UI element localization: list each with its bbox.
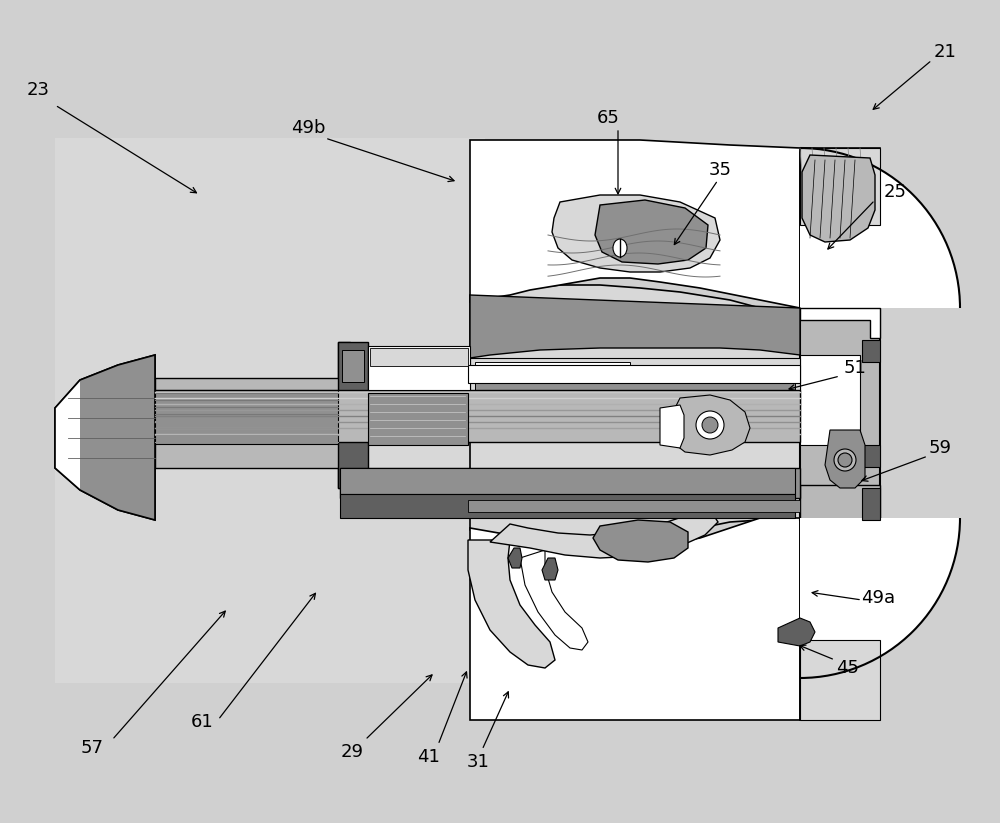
- Polygon shape: [825, 430, 865, 488]
- Text: 57: 57: [80, 739, 104, 757]
- Bar: [340, 468, 795, 494]
- Polygon shape: [55, 355, 155, 520]
- Bar: [155, 390, 338, 444]
- Polygon shape: [552, 195, 720, 272]
- Polygon shape: [668, 395, 750, 455]
- Text: 35: 35: [708, 161, 732, 179]
- Polygon shape: [660, 405, 684, 448]
- Text: 21: 21: [934, 43, 956, 61]
- Bar: [475, 362, 630, 380]
- Polygon shape: [542, 558, 558, 580]
- Text: 41: 41: [417, 748, 439, 766]
- Polygon shape: [155, 342, 350, 488]
- Bar: [370, 348, 468, 366]
- Ellipse shape: [702, 417, 718, 433]
- Polygon shape: [470, 140, 800, 308]
- Wedge shape: [800, 518, 960, 678]
- Polygon shape: [800, 148, 880, 308]
- Bar: [468, 365, 800, 383]
- Bar: [800, 308, 880, 520]
- Bar: [468, 500, 800, 512]
- Polygon shape: [55, 380, 80, 490]
- Text: 45: 45: [836, 659, 860, 677]
- Polygon shape: [470, 518, 800, 720]
- Text: 61: 61: [191, 713, 213, 731]
- Polygon shape: [80, 355, 155, 520]
- Bar: [862, 340, 880, 362]
- Ellipse shape: [838, 453, 852, 467]
- Bar: [368, 346, 470, 390]
- Text: 25: 25: [884, 183, 906, 201]
- Polygon shape: [800, 518, 880, 720]
- Polygon shape: [470, 295, 800, 358]
- Bar: [470, 358, 800, 406]
- Text: 59: 59: [928, 439, 952, 457]
- Polygon shape: [778, 618, 815, 646]
- Bar: [155, 390, 800, 442]
- Polygon shape: [470, 285, 880, 548]
- Polygon shape: [802, 155, 875, 242]
- Polygon shape: [800, 355, 860, 445]
- Wedge shape: [800, 148, 960, 308]
- Text: 31: 31: [467, 753, 489, 771]
- Polygon shape: [595, 200, 708, 264]
- Ellipse shape: [834, 449, 856, 471]
- Text: 51: 51: [844, 359, 866, 377]
- Bar: [862, 488, 880, 520]
- Bar: [368, 393, 468, 445]
- Ellipse shape: [696, 411, 724, 439]
- Polygon shape: [490, 510, 718, 558]
- Polygon shape: [800, 148, 880, 225]
- Bar: [800, 485, 880, 520]
- Text: 49b: 49b: [291, 119, 325, 137]
- Text: 65: 65: [597, 109, 619, 127]
- Text: 23: 23: [26, 81, 50, 99]
- Polygon shape: [593, 520, 688, 562]
- Bar: [340, 468, 800, 498]
- Ellipse shape: [613, 239, 627, 257]
- Bar: [862, 445, 880, 467]
- Polygon shape: [520, 550, 588, 650]
- Polygon shape: [468, 540, 555, 668]
- Text: 49a: 49a: [861, 589, 895, 607]
- Bar: [342, 350, 364, 382]
- Polygon shape: [800, 640, 880, 720]
- Bar: [340, 494, 795, 518]
- Bar: [475, 380, 795, 406]
- Text: 29: 29: [340, 743, 364, 761]
- Polygon shape: [800, 308, 880, 338]
- Bar: [338, 342, 368, 488]
- Bar: [55, 138, 485, 683]
- Bar: [55, 138, 470, 303]
- Polygon shape: [508, 548, 522, 568]
